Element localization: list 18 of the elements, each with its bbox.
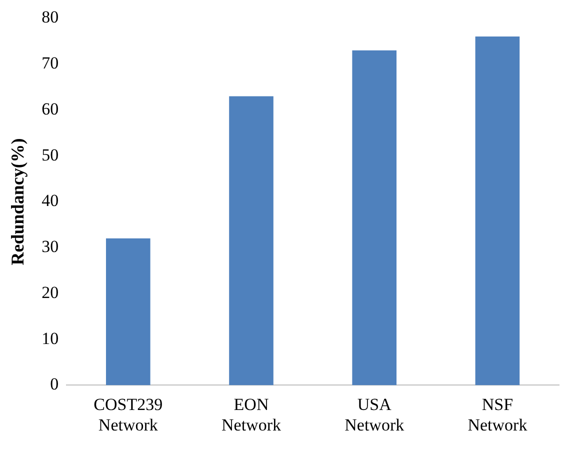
y-tick-label: 10 bbox=[42, 328, 59, 348]
x-tick-label: EON Network bbox=[222, 394, 282, 434]
y-axis-title: Redundancy(%) bbox=[7, 138, 28, 266]
y-tick-label: 20 bbox=[42, 282, 59, 302]
bar bbox=[475, 36, 520, 386]
y-tick-label: 60 bbox=[42, 99, 59, 118]
y-tick-label: 50 bbox=[42, 145, 59, 164]
x-tick-label: USA Network bbox=[344, 394, 405, 434]
bar bbox=[106, 238, 150, 386]
y-tick-label: 40 bbox=[42, 191, 59, 210]
y-tick-label: 0 bbox=[50, 374, 59, 394]
bar bbox=[229, 96, 274, 386]
bar bbox=[352, 50, 397, 386]
x-tick-label: NSF Network bbox=[468, 394, 528, 434]
y-tick-label: 80 bbox=[42, 8, 59, 27]
y-tick-label: 30 bbox=[42, 237, 59, 256]
y-tick-label: 70 bbox=[42, 54, 59, 73]
x-tick-label: COST239 Network bbox=[94, 394, 163, 434]
